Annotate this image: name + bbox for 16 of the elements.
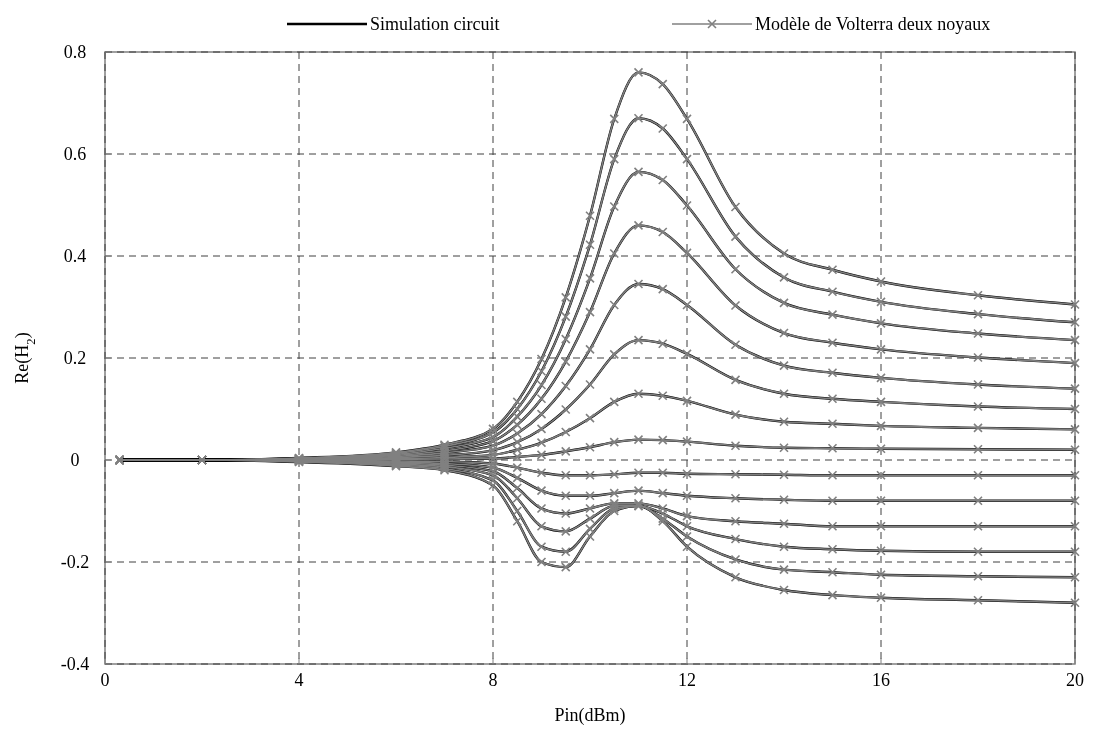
x-tick-label: 8 <box>488 670 498 690</box>
y-tick-label: -0.2 <box>60 552 90 572</box>
x-tick-label: 16 <box>872 670 890 690</box>
y-tick-label: 0.4 <box>63 246 87 266</box>
legend-label: Modèle de Volterra deux noyaux <box>755 14 991 34</box>
y-tick-label: 0.2 <box>63 348 87 368</box>
y-tick-label: -0.4 <box>60 654 90 674</box>
y-tick-label: 0.6 <box>63 144 87 164</box>
y-tick-label: 0.8 <box>63 42 87 62</box>
x-tick-label: 12 <box>678 670 696 690</box>
y-tick-label: 0 <box>70 450 80 470</box>
legend-label: Simulation circuit <box>370 14 500 34</box>
x-axis-title: Pin(dBm) <box>554 705 626 726</box>
x-tick-label: 20 <box>1066 670 1084 690</box>
x-tick-label: 4 <box>294 670 304 690</box>
x-tick-label: 0 <box>100 670 110 690</box>
